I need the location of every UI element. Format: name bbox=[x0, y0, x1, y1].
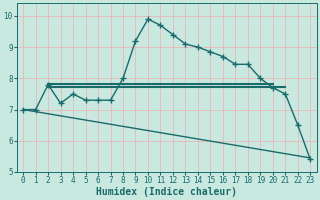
X-axis label: Humidex (Indice chaleur): Humidex (Indice chaleur) bbox=[96, 186, 237, 197]
